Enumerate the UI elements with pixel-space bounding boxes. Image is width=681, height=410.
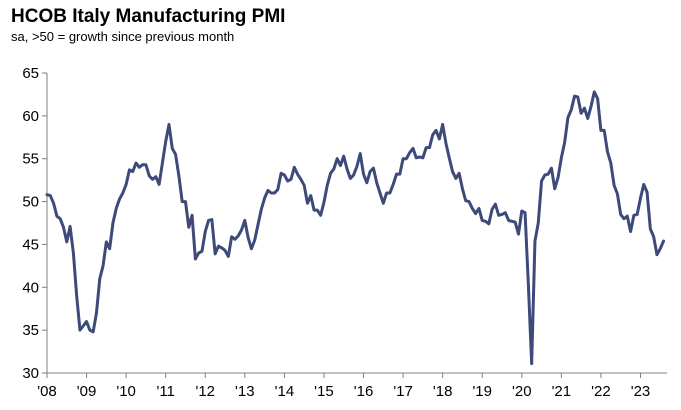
chart-title: HCOB Italy Manufacturing PMI (11, 6, 286, 27)
y-tick-label: 40 (22, 279, 39, 296)
y-tick-label: 55 (22, 151, 39, 168)
x-tick-label: '21 (552, 383, 572, 400)
x-tick-label: '18 (433, 383, 453, 400)
x-tick-label: '10 (116, 383, 136, 400)
x-tick-label: '13 (235, 383, 255, 400)
chart-subtitle: sa, >50 = growth since previous month (11, 29, 235, 44)
y-tick-label: 35 (22, 322, 39, 339)
x-tick-label: '17 (393, 383, 413, 400)
x-tick-label: '16 (354, 383, 374, 400)
x-tick-label: '09 (77, 383, 97, 400)
x-tick-label: '15 (314, 383, 334, 400)
y-tick-label: 45 (22, 236, 39, 253)
y-tick-label: 50 (22, 194, 39, 211)
series-line (45, 90, 666, 366)
x-tick-label: '12 (195, 383, 215, 400)
y-tick-label: 65 (22, 65, 39, 82)
y-tick-label: 60 (22, 108, 39, 125)
x-tick-label: '14 (275, 383, 295, 400)
y-tick-label: 30 (22, 365, 39, 382)
x-tick-label: '11 (156, 383, 174, 400)
x-tick-label: '22 (591, 383, 611, 400)
x-tick-label: '19 (472, 383, 492, 400)
x-tick-label: '08 (37, 383, 57, 400)
x-tick-label: '20 (512, 383, 532, 400)
x-tick-label: '23 (631, 383, 651, 400)
